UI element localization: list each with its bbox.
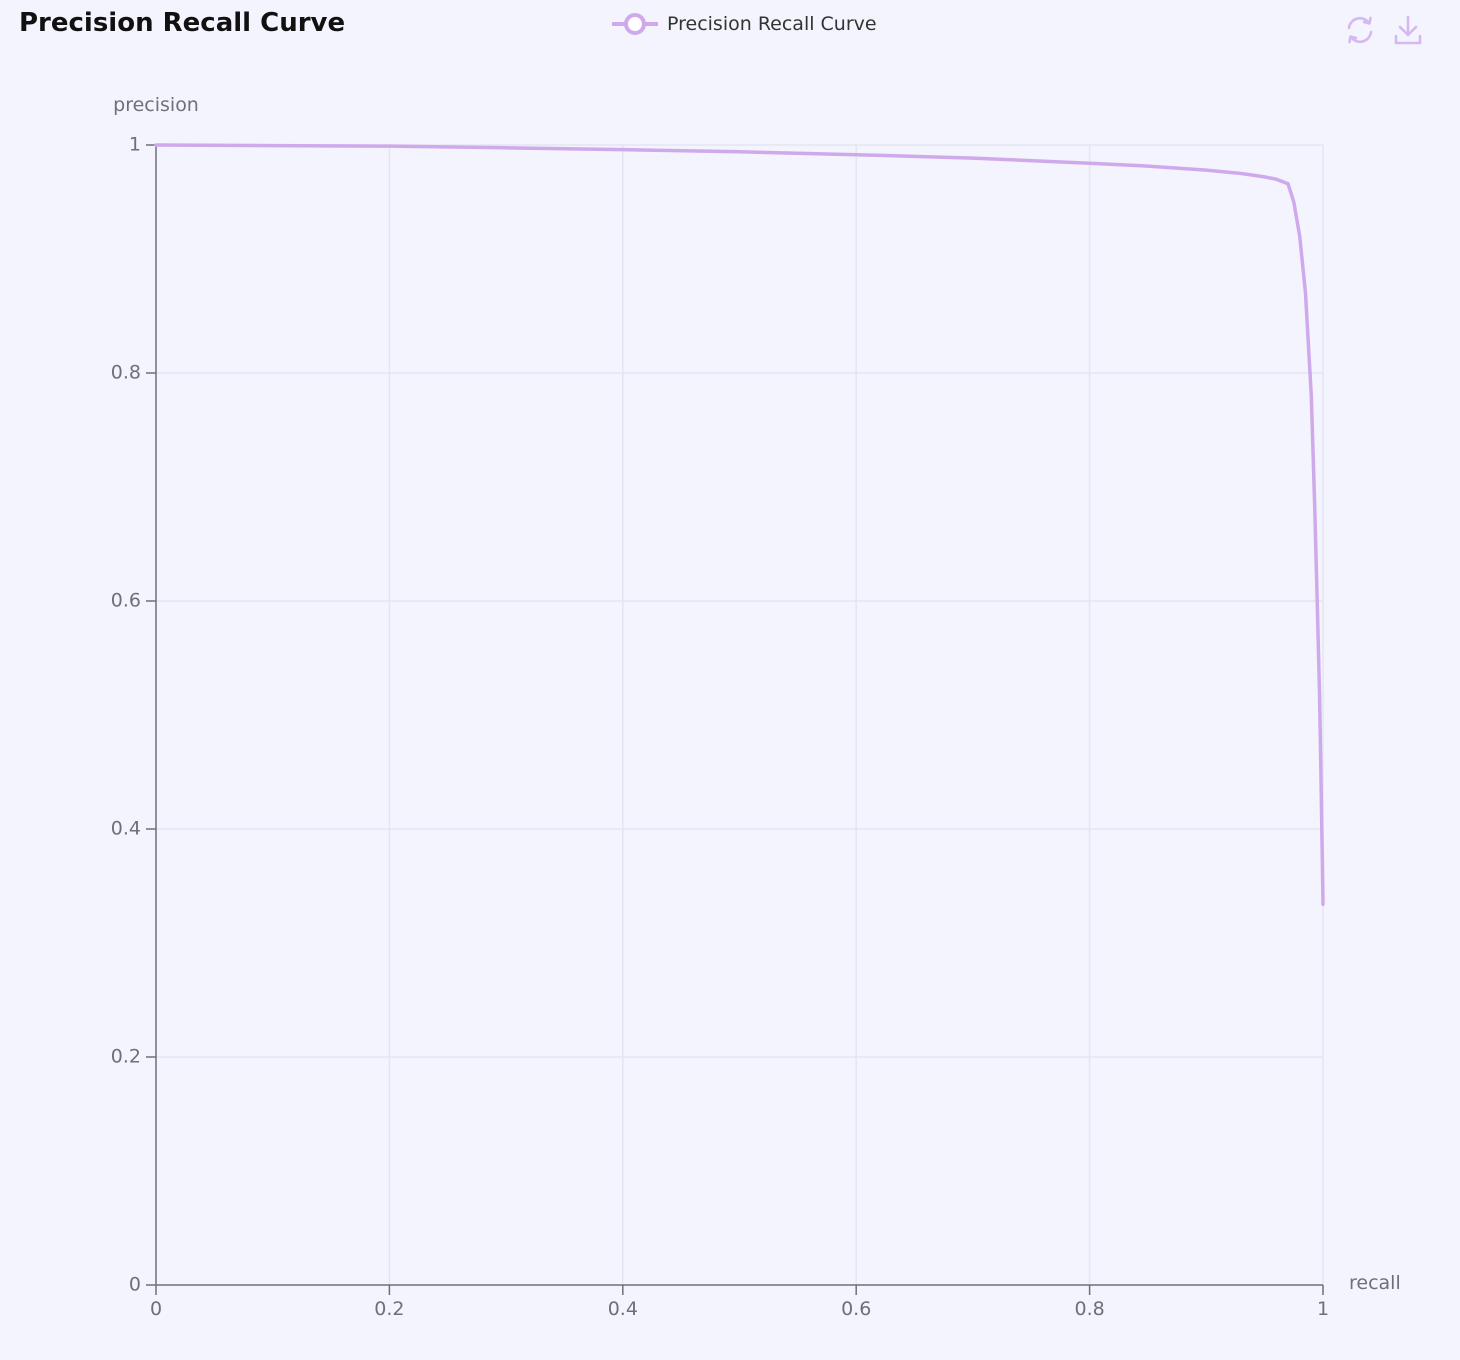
- axes: [155, 145, 1323, 1286]
- x-axis-label: recall: [1349, 1272, 1401, 1294]
- x-tick-label: 0.4: [608, 1298, 638, 1320]
- y-tick-label: 0: [129, 1274, 141, 1296]
- legend-label: Precision Recall Curve: [667, 13, 877, 35]
- y-axis-label: precision: [113, 94, 199, 116]
- toolbox: [1344, 14, 1424, 46]
- page-title: Precision Recall Curve: [19, 8, 346, 38]
- save-image-button[interactable]: [1392, 14, 1424, 46]
- series: [154, 143, 1325, 906]
- tick-labels: 0 0.2 0.4 0.6 0.8 1 0 0.2 0.4 0.6 0.8 1: [111, 134, 1329, 1321]
- x-tick-label: 0.6: [841, 1298, 871, 1320]
- y-tick-label: 0.8: [111, 362, 141, 384]
- legend-line-circle-icon: [612, 13, 658, 35]
- y-tick-label: 1: [129, 134, 141, 156]
- grid: [156, 144, 1324, 1285]
- refresh-icon: [1347, 16, 1373, 44]
- x-tick-label: 0.2: [374, 1298, 404, 1320]
- restore-button[interactable]: [1344, 14, 1376, 46]
- x-tick-label: 0: [150, 1298, 162, 1320]
- legend-item[interactable]: Precision Recall Curve: [612, 8, 877, 40]
- y-tick-label: 0.6: [111, 590, 141, 612]
- x-tick-label: 1: [1317, 1298, 1329, 1320]
- download-icon: [1394, 15, 1422, 45]
- series-line: [154, 143, 1325, 906]
- x-tick-label: 0.8: [1074, 1298, 1104, 1320]
- y-tick-label: 0.2: [111, 1046, 141, 1068]
- tick-marks: [146, 144, 1324, 1295]
- y-tick-label: 0.4: [111, 818, 141, 840]
